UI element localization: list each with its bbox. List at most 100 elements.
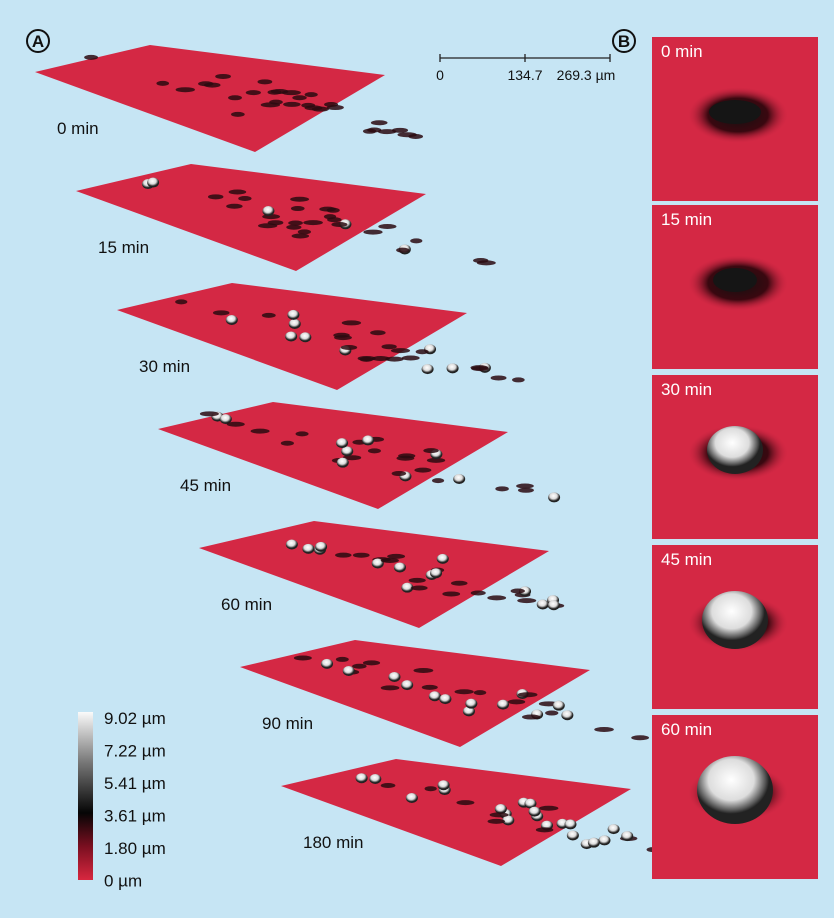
pit xyxy=(425,786,437,791)
pit xyxy=(545,711,558,716)
pit xyxy=(238,196,251,201)
bump xyxy=(697,756,773,824)
bump xyxy=(437,554,449,564)
colorbar-label: 5.41 µm xyxy=(104,774,166,793)
pit xyxy=(382,344,397,349)
bump xyxy=(406,793,418,803)
time-label: 180 min xyxy=(303,833,363,852)
pit xyxy=(378,129,397,134)
pit xyxy=(410,238,422,243)
pit xyxy=(491,375,507,380)
pit xyxy=(368,448,381,453)
pit xyxy=(231,112,245,117)
pit xyxy=(327,208,340,213)
pit xyxy=(268,90,282,95)
bump xyxy=(447,363,459,373)
pit xyxy=(409,578,426,583)
time-label: 60 min xyxy=(221,595,272,614)
bump xyxy=(226,315,238,325)
scale-label: 0 xyxy=(436,67,444,83)
pit xyxy=(227,422,245,427)
bump xyxy=(608,824,620,834)
time-label: 15 min xyxy=(661,210,712,229)
pit xyxy=(474,690,486,695)
pit xyxy=(471,366,488,371)
bump xyxy=(286,539,298,549)
pit xyxy=(451,581,468,586)
figure: 0 min15 min30 min45 min60 min90 min180 m… xyxy=(0,0,834,918)
pit xyxy=(488,819,505,824)
pit xyxy=(213,310,229,315)
pit xyxy=(471,591,486,596)
pit xyxy=(84,55,98,60)
pit xyxy=(296,431,309,436)
bump xyxy=(702,591,768,649)
pit xyxy=(416,349,429,354)
pit xyxy=(281,441,294,446)
pit xyxy=(508,699,526,704)
bump xyxy=(497,700,509,710)
pit xyxy=(282,90,301,95)
pit xyxy=(290,197,309,202)
pit xyxy=(392,471,407,476)
pit xyxy=(423,448,438,453)
pit xyxy=(324,214,336,219)
pit xyxy=(456,800,474,805)
pit xyxy=(286,225,301,230)
time-label: 45 min xyxy=(661,550,712,569)
bump xyxy=(561,710,573,720)
pit xyxy=(305,92,318,97)
pit xyxy=(518,692,538,697)
pit xyxy=(511,588,525,593)
bump xyxy=(537,599,549,609)
pit xyxy=(391,348,410,353)
time-label: 60 min xyxy=(661,720,712,739)
pit xyxy=(398,132,417,137)
pit xyxy=(336,657,349,662)
pit xyxy=(291,206,305,211)
pit xyxy=(360,357,373,362)
bump xyxy=(302,544,314,554)
pit xyxy=(522,715,540,720)
time-label: 15 min xyxy=(98,238,149,257)
bump xyxy=(287,310,299,320)
pit xyxy=(156,81,169,86)
pit xyxy=(251,429,270,434)
bump xyxy=(369,774,381,784)
pit xyxy=(396,248,409,253)
colorbar-label: 0 µm xyxy=(104,872,142,891)
pit xyxy=(396,456,414,461)
pit xyxy=(331,222,347,227)
bump xyxy=(401,680,413,690)
pit xyxy=(414,468,431,473)
pit xyxy=(487,595,506,600)
bump xyxy=(337,458,349,468)
pit xyxy=(381,783,396,788)
pit xyxy=(246,90,261,95)
bump xyxy=(285,331,297,341)
pit xyxy=(258,79,273,84)
pit xyxy=(298,229,311,234)
time-label: 30 min xyxy=(139,357,190,376)
pit xyxy=(372,356,390,361)
bump xyxy=(548,600,560,610)
bump xyxy=(336,438,348,448)
pit xyxy=(490,812,509,817)
bump xyxy=(362,435,374,445)
scale-label: 134.7 xyxy=(507,67,542,83)
panel-label: B xyxy=(618,32,630,51)
pit xyxy=(352,664,366,669)
bump xyxy=(567,830,579,840)
pit xyxy=(432,478,444,483)
bump xyxy=(289,319,301,329)
pit xyxy=(370,330,385,335)
time-label: 30 min xyxy=(661,380,712,399)
pit xyxy=(536,827,554,832)
pit xyxy=(228,95,242,100)
colorbar-label: 1.80 µm xyxy=(104,839,166,858)
time-label: 90 min xyxy=(262,714,313,733)
pit xyxy=(371,120,388,125)
pit xyxy=(229,189,247,194)
pit xyxy=(342,320,361,325)
